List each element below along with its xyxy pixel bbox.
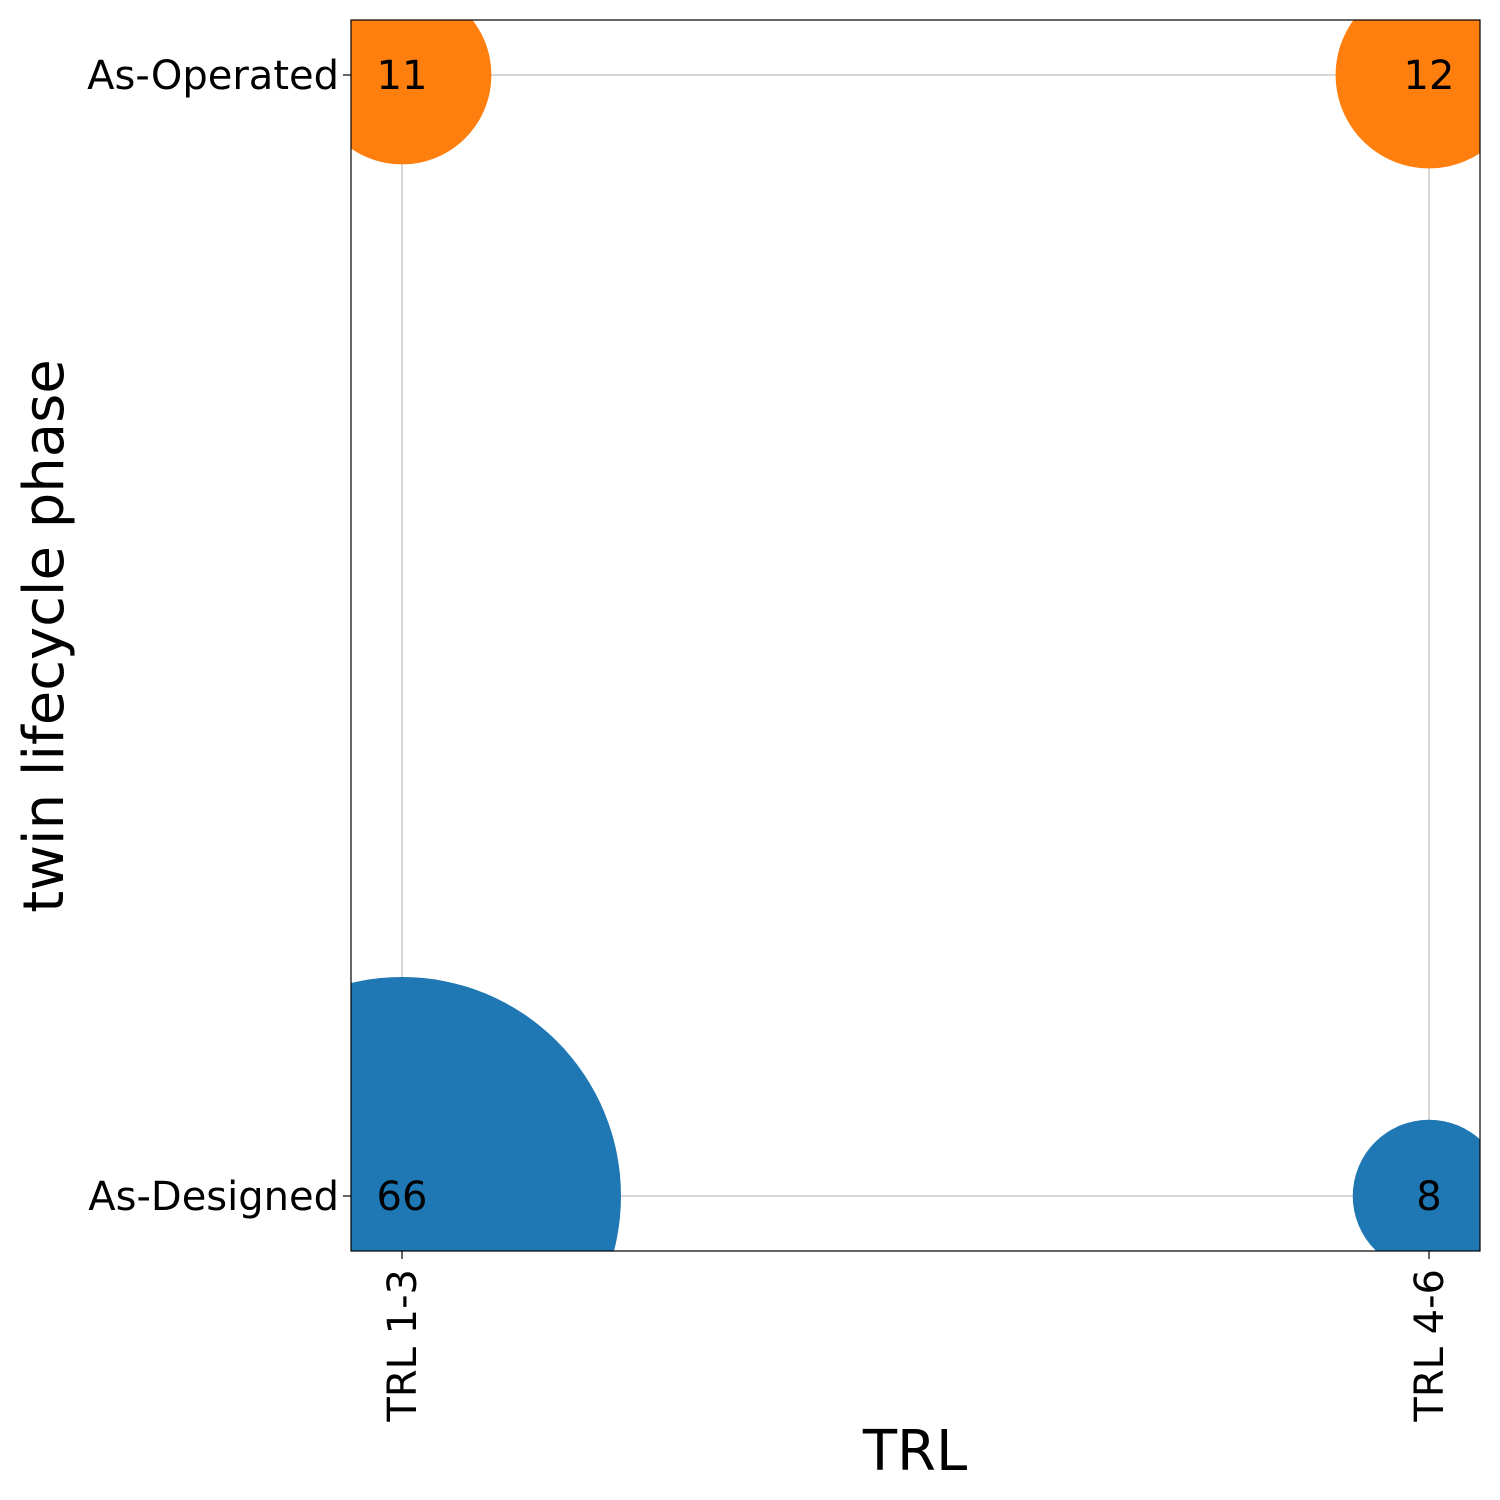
- bubble-layer: [351, 20, 1480, 1251]
- bubble: [1352, 1119, 1480, 1251]
- x-tick-label: TRL 4-6: [1407, 1269, 1453, 1423]
- y-tick-label: As-Designed: [88, 1174, 339, 1220]
- bubble: [1335, 20, 1480, 169]
- y-axis-label: twin lifecycle phase: [12, 359, 77, 912]
- x-axis-label: TRL: [862, 1419, 967, 1484]
- bubble-value-label: 8: [1416, 1174, 1441, 1220]
- x-tick-label: TRL 1-3: [380, 1269, 426, 1423]
- y-tick-label: As-Operated: [87, 53, 339, 99]
- bubble: [351, 977, 621, 1251]
- plot-frame: [350, 19, 1481, 1252]
- tick-layer: TRL 1-3 TRL 4-6 As-Designed As-Operated: [87, 53, 1453, 1423]
- data-label-layer: 66 8 11 12: [377, 53, 1455, 1220]
- bubble-value-label: 11: [377, 53, 428, 99]
- bubble-value-label: 12: [1404, 53, 1455, 99]
- bubble: [351, 20, 492, 165]
- bubble-value-label: 66: [377, 1174, 428, 1220]
